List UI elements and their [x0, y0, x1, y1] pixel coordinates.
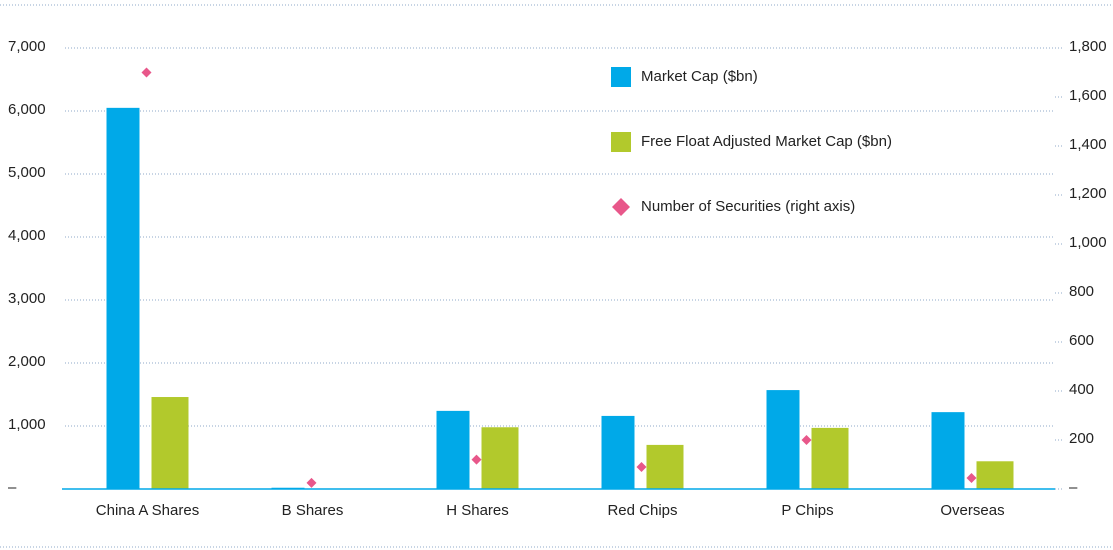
diamond-marker: [141, 67, 152, 78]
y2-tick-label: 1,800: [1069, 38, 1107, 55]
y2-tick-label: 600: [1069, 332, 1094, 349]
y-tick-label: 2,000: [8, 353, 46, 370]
bar: [646, 444, 684, 489]
diamond-marker: [636, 461, 647, 472]
bar: [601, 415, 635, 489]
diamond-marker: [801, 435, 812, 445]
y-tick-label: 5,000: [8, 164, 46, 181]
y-tick-label: 4,000: [8, 227, 46, 244]
x-tick-label: Overseas: [940, 502, 1004, 519]
legend-label: Market Cap ($bn): [641, 68, 758, 85]
bar: [766, 390, 800, 489]
x-tick-label: H Shares: [446, 502, 509, 519]
bar: [436, 410, 470, 489]
bar: [151, 397, 189, 489]
y2-tick-label: 1,600: [1069, 87, 1107, 104]
diamond-marker: [966, 472, 977, 483]
bar: [106, 107, 140, 489]
x-tick-label: P Chips: [781, 502, 833, 519]
x-tick-label: China A Shares: [96, 502, 199, 519]
bar: [931, 412, 965, 489]
legend-swatch: [611, 132, 631, 152]
y-tick-label: 3,000: [8, 290, 46, 307]
legend-label: Free Float Adjusted Market Cap ($bn): [641, 133, 892, 150]
legend-marker: [612, 198, 630, 216]
bar: [481, 427, 519, 489]
x-tick-label: Red Chips: [607, 502, 677, 519]
y2-tick-label: 200: [1069, 430, 1094, 447]
y-tick-label: 7,000: [8, 38, 46, 55]
y-tick-label: 6,000: [8, 101, 46, 118]
y2-tick-label: 400: [1069, 381, 1094, 398]
y-tick-label: –: [8, 479, 17, 496]
y-tick-label: 1,000: [8, 416, 46, 433]
legend-swatch: [611, 67, 631, 87]
diamond-marker: [471, 454, 482, 465]
diamond-marker: [306, 477, 317, 488]
y2-tick-label: 1,200: [1069, 185, 1107, 202]
x-tick-label: B Shares: [282, 502, 344, 519]
legend-label: Number of Securities (right axis): [641, 198, 855, 215]
y2-tick-label: –: [1069, 479, 1078, 496]
bar: [976, 461, 1014, 489]
bar: [811, 427, 849, 489]
y2-tick-label: 1,000: [1069, 234, 1107, 251]
y2-tick-label: 1,400: [1069, 136, 1107, 153]
y2-tick-label: 800: [1069, 283, 1094, 300]
